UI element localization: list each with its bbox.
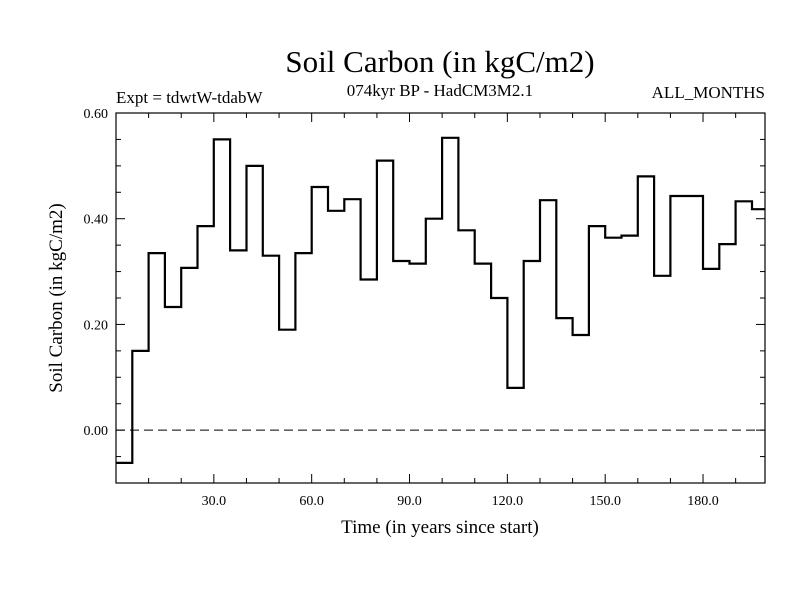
x-tick-label: 180.0 [687, 494, 719, 509]
soil-carbon-series-line [116, 136, 765, 464]
x-axis-label: Time (in years since start) [341, 517, 539, 538]
experiment-label: Expt = tdwtW-tdabW [116, 88, 263, 107]
x-tick-label: 60.0 [299, 494, 324, 509]
x-tick-label: 150.0 [589, 494, 621, 509]
period-label: 074kyr BP - HadCM3M2.1 [347, 81, 533, 100]
x-tick-label: 90.0 [397, 494, 422, 509]
months-label: ALL_MONTHS [652, 83, 765, 102]
x-tick-label: 120.0 [492, 494, 524, 509]
chart-title: Soil Carbon (in kgC/m2) [285, 44, 594, 79]
y-tick-label: 0.00 [84, 424, 109, 439]
y-tick-label: 0.20 [84, 318, 109, 333]
y-tick-label: 0.40 [84, 213, 109, 228]
plot-area: 30.0 60.0 90.0 120.0 150.0 180.0 0.00 0.20 0.40 0… [84, 107, 766, 509]
y-tick-label: 0.60 [84, 107, 109, 122]
x-tick-label: 30.0 [202, 494, 227, 509]
y-axis-label: Soil Carbon (in kgC/m2) [46, 203, 67, 392]
